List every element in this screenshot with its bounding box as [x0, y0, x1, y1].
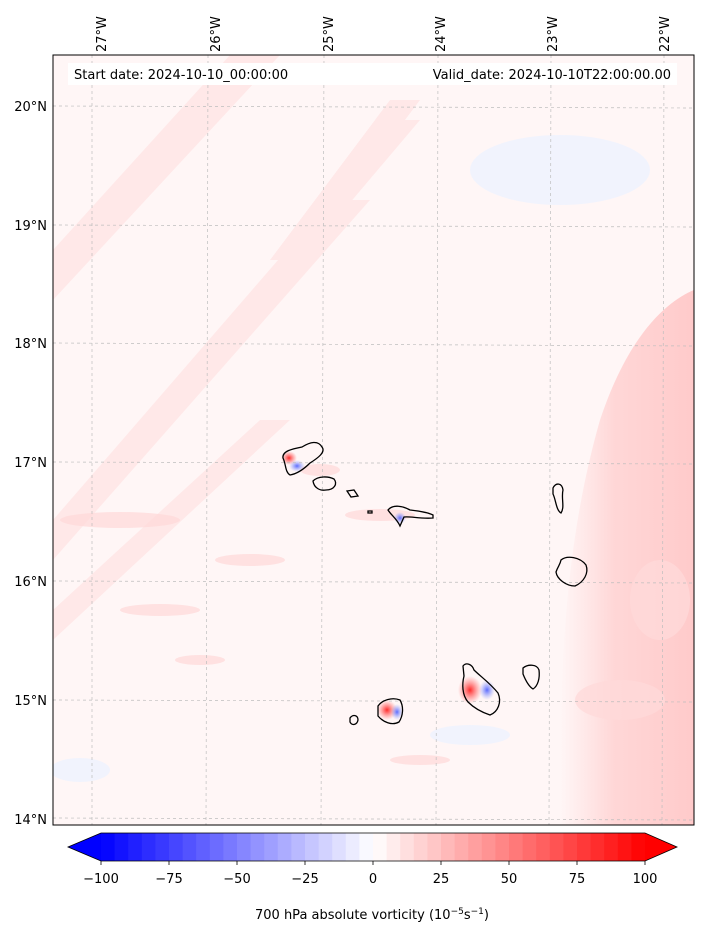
- colorbar-segment: [495, 833, 510, 861]
- colorbar-segment: [522, 833, 537, 861]
- colorbar-segment: [114, 833, 129, 861]
- lat-label: 20°N: [14, 100, 47, 115]
- longitude-labels: 27°W 26°W 25°W 24°W 23°W 22°W: [95, 16, 673, 52]
- colorbar-segment: [332, 833, 347, 861]
- colorbar-segment: [617, 833, 632, 861]
- vorticity-field: [53, 55, 694, 825]
- colorbar-label-mid: s: [464, 908, 471, 923]
- map-frame: [52, 54, 695, 826]
- island-santa-luzia: [345, 489, 360, 498]
- lat-label: 17°N: [14, 456, 47, 471]
- colorbar-segment: [549, 833, 564, 861]
- colorbar-segment: [359, 833, 374, 861]
- colorbar-segment: [386, 833, 401, 861]
- colorbar-tick-label: 100: [633, 872, 658, 887]
- colorbar-segment: [209, 833, 224, 861]
- colorbar-segment: [509, 833, 524, 861]
- lon-label: 23°W: [546, 16, 561, 52]
- lon-label: 24°W: [434, 16, 449, 52]
- valid-date-text: Valid_date: 2024-10-10T22:00:00.00: [433, 68, 671, 83]
- colorbar-segment: [427, 833, 442, 861]
- island-santiago: [462, 663, 501, 716]
- colorbar-segment: [291, 833, 306, 861]
- lon-label: 25°W: [322, 16, 337, 52]
- colorbar-segment: [250, 833, 265, 861]
- island-sal: [552, 483, 564, 514]
- colorbar-label-main: 700 hPa absolute vorticity (10: [255, 908, 451, 923]
- colorbar-segment: [536, 833, 551, 861]
- island-sao-nicolau: [387, 505, 434, 528]
- colorbar-segment: [141, 833, 156, 861]
- colorbar-tick-label: 75: [569, 872, 586, 887]
- latitude-labels: 20°N 19°N 18°N 17°N 16°N 15°N 14°N: [14, 100, 47, 828]
- colorbar-tick-label: 50: [501, 872, 518, 887]
- colorbar-tick-label: −25: [291, 872, 318, 887]
- colorbar-segment: [441, 833, 456, 861]
- lat-label: 14°N: [14, 813, 47, 828]
- colorbar-segment: [481, 833, 496, 861]
- island-boa-vista: [555, 556, 588, 587]
- colorbar-extend-max: [645, 833, 677, 861]
- island-raso: [367, 510, 373, 514]
- lat-label: 18°N: [14, 337, 47, 352]
- colorbar-segment: [400, 833, 415, 861]
- colorbar-extend-min: [68, 833, 101, 861]
- colorbar-segment: [264, 833, 279, 861]
- colorbar-tick-label: −100: [83, 872, 119, 887]
- start-date-text: Start date: 2024-10-10_00:00:00: [74, 68, 288, 83]
- lat-label: 19°N: [14, 219, 47, 234]
- header-box: [68, 63, 677, 85]
- colorbar-ticks: −100 −75 −50 −25 0 25 50 75 100: [83, 861, 657, 887]
- colorbar-segment: [101, 833, 116, 861]
- colorbar-segment: [577, 833, 592, 861]
- colorbar-segment: [169, 833, 184, 861]
- colorbar-segment: [277, 833, 292, 861]
- lon-label: 22°W: [658, 16, 673, 52]
- colorbar-segment: [223, 833, 238, 861]
- colorbar-segment: [155, 833, 170, 861]
- colorbar-segment: [373, 833, 388, 861]
- island-brava: [349, 714, 359, 726]
- lat-label: 16°N: [14, 575, 47, 590]
- colorbar-segment: [237, 833, 252, 861]
- gridlines: [53, 55, 694, 825]
- colorbar-tick-label: 0: [369, 872, 377, 887]
- colorbar-label-exp1: −5: [451, 907, 464, 917]
- colorbar-segment: [590, 833, 605, 861]
- island-sao-vicente: [312, 476, 337, 491]
- colorbar-segment: [182, 833, 197, 861]
- lon-label: 26°W: [209, 16, 224, 52]
- colorbar-segment: [305, 833, 320, 861]
- colorbar-label-end: ): [484, 908, 489, 923]
- colorbar-segment: [196, 833, 211, 861]
- lat-label: 15°N: [14, 694, 47, 709]
- colorbar-label: 700 hPa absolute vorticity (10−5s−1): [255, 907, 489, 923]
- lon-label: 27°W: [95, 16, 110, 52]
- island-maio: [522, 664, 540, 690]
- island-santo-antao: [282, 441, 324, 476]
- colorbar-tick-label: −75: [155, 872, 182, 887]
- colorbar-label-exp2: −1: [471, 907, 484, 917]
- colorbar-segment: [318, 833, 333, 861]
- colorbar-segment: [563, 833, 578, 861]
- colorbar: [66, 832, 678, 862]
- colorbar-segment: [631, 833, 646, 861]
- colorbar-segment: [454, 833, 469, 861]
- colorbar-segment: [413, 833, 428, 861]
- islands: [282, 441, 588, 726]
- colorbar-segment: [128, 833, 143, 861]
- colorbar-tick-label: −50: [223, 872, 250, 887]
- colorbar-tick-label: 25: [433, 872, 450, 887]
- island-fogo: [377, 698, 404, 725]
- colorbar-segment: [468, 833, 483, 861]
- colorbar-segment: [345, 833, 360, 861]
- colorbar-segment: [604, 833, 619, 861]
